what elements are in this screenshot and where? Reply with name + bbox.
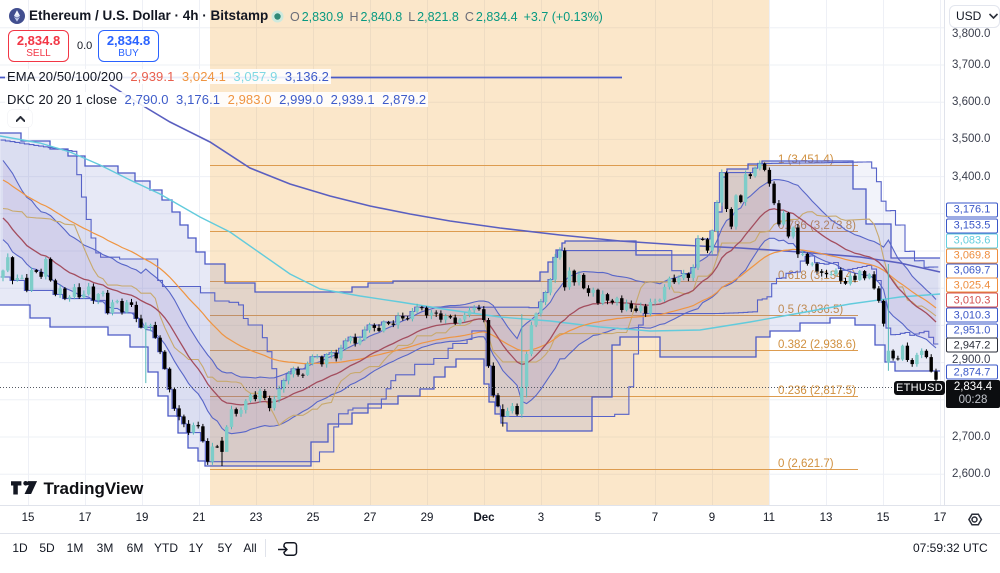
svg-text:0.5 (3,036.5): 0.5 (3,036.5) [778,304,843,316]
svg-text:0.236 (2,817.5): 0.236 (2,817.5) [778,385,856,397]
svg-text:0 (2,621.7): 0 (2,621.7) [778,458,834,470]
svg-text:0.382 (2,938.6): 0.382 (2,938.6) [778,339,856,351]
